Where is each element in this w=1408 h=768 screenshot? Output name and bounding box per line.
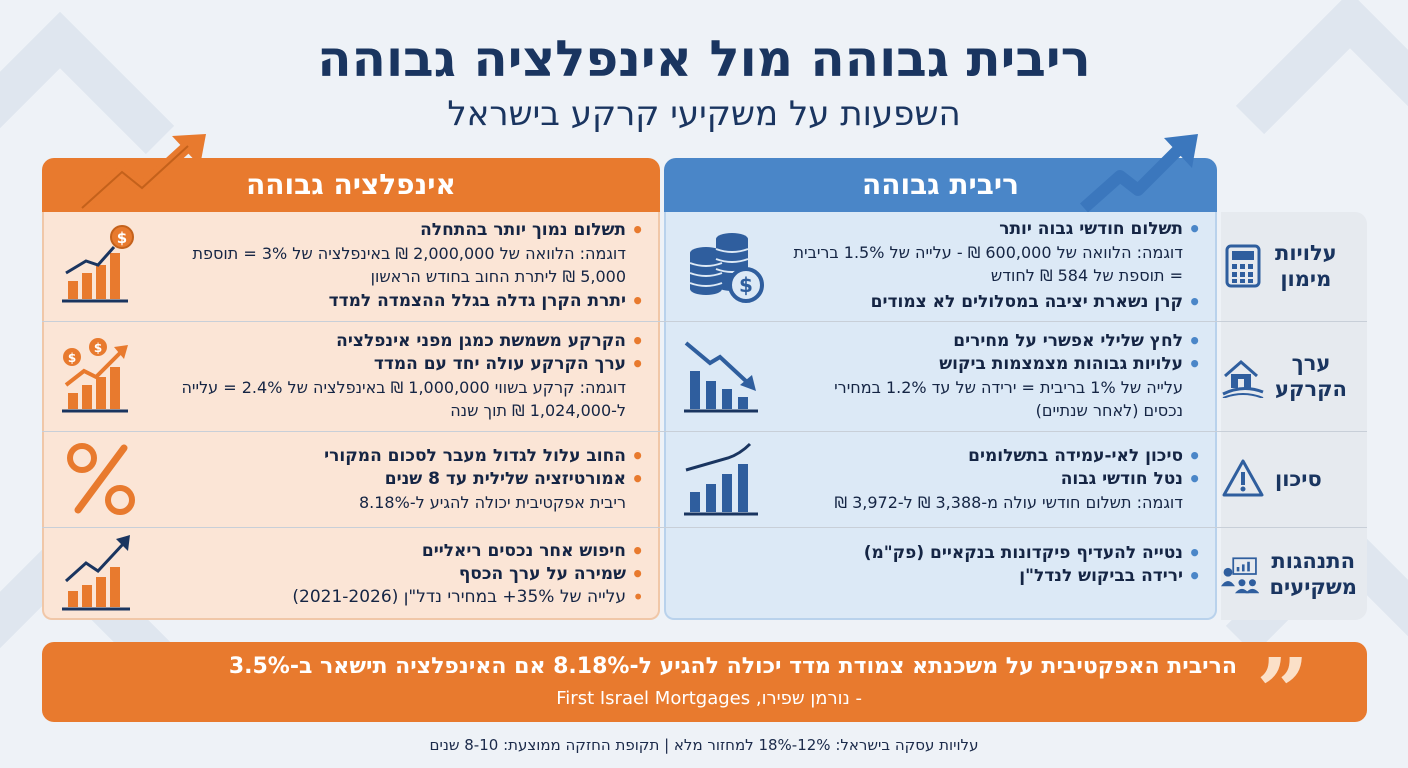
interest-cell: לחץ שלילי אפשרי על מחירים עלויות גבוהות … [664,322,1217,430]
inflation-cell: הקרקע משמשת כמגן מפני אינפלציה ערך הקרקע… [42,322,660,430]
percent-icon [67,443,135,515]
inflation-cell: תשלום נמוך יותר בהתחלה דוגמה: הלוואה של … [42,212,660,320]
bullet: סיכון לאי-עמידה בתשלומים [790,445,1201,468]
growth-arrow-chart-icon [62,535,130,611]
quote-author: - נורמן שפירו, First Israel Mortgages [556,688,862,709]
bar-chart-rising-icon [684,442,758,516]
falling-chart-icon [684,341,758,413]
bullet: ירידה בביקוש לנדל"ן [790,565,1201,588]
rising-chart-dollar-icon: $ [62,225,134,303]
warning-triangle-icon [1222,459,1264,497]
page-title: ריבית גבוהה מול אינפלציה גבוהה [317,30,1091,88]
row-label-text: עלויות מימון [1275,241,1337,291]
row-divider [42,431,1367,432]
bullet: לחץ שלילי אפשרי על מחירים [790,330,1201,353]
bullet: נטל חודשי גבוה [790,468,1201,491]
row-label-text: סיכון [1275,467,1322,491]
bullet: ערך הקרקע עולה יחד עם המדד [156,353,644,376]
page-subtitle: השפעות על משקיעי קרקע בישראל [447,94,961,134]
investors-icon [1221,557,1260,594]
house-land-icon [1222,360,1264,398]
row-labels-panel [1221,212,1367,620]
bullet-detail: עלייה של 1% בריבית = ירידה של עד 1.2% במ… [834,378,1183,420]
quote-text: הריבית האפקטיבית על משכנתא צמודת מדד יכו… [228,654,1237,679]
row-label-text: ערך הקרקע [1275,351,1347,401]
bullet: החוב עלול לגדול מעבר לסכום המקורי [156,445,644,468]
bullet: קרן נשארת יציבה במסלולים לא צמודים [790,291,1201,314]
footer-note: עלויות עסקה בישראל: 12%-18% למחזור מלא |… [429,736,979,754]
inflation-cell: החוב עלול לגדול מעבר לסכום המקורי אמורטי… [42,432,660,526]
bullet: יתרת הקרן גדלה בגלל ההצמדה למדד [156,290,644,313]
interest-cell: נטייה להעדיף פיקדונות בנקאיים (פק"מ) ירי… [664,528,1217,620]
quote-banner: ” הריבית האפקטיבית על משכנתא צמודת מדד י… [42,642,1367,738]
row-label: סיכון [1221,432,1367,526]
blue-rising-arrow-icon [1080,134,1198,212]
svg-text:$: $ [68,351,76,365]
bullet: תשלום נמוך יותר בהתחלה [156,219,644,242]
bullet: נטייה להעדיף פיקדונות בנקאיים (פק"מ) [790,542,1201,565]
rising-chart-coins-icon: $ $ [62,338,128,413]
bullet: עלויות גבוהות מצמצמות ביקוש [790,353,1201,376]
bullet: עלייה של 35%+ במחירי נדל"ן (2021-2026) [156,586,644,609]
svg-text:$: $ [739,273,753,297]
bullet: שמירה על ערך הכסף [156,563,644,586]
interest-cell: תשלום חודשי גבוה יותר דוגמה: הלוואה של 6… [664,212,1217,320]
row-divider [42,527,1367,528]
bullet-detail: דוגמה: הלוואה של 600,000 ₪ - עלייה של 1.… [793,243,1183,285]
svg-text:$: $ [94,341,102,355]
row-risk: סיכון סיכון לאי-עמידה בתשלומים נטל חודשי… [42,432,1367,526]
interest-column-header: ריבית גבוהה [664,158,1217,212]
svg-text:$: $ [117,229,127,247]
bullet: אמורטיזציה שלילית עד 8 שנים [156,468,644,491]
coins-dollar-icon: $ [689,233,764,303]
bullet: הקרקע משמשת כמגן מפני אינפלציה [156,330,644,353]
row-label: התנהגות משקיעים [1221,528,1367,620]
bullet: חיפוש אחר נכסים ריאליים [156,540,644,563]
bullet-detail: דוגמה: תשלום חודשי עולה מ-3,388 ₪ ל-3,97… [834,492,1183,512]
row-label: עלויות מימון [1221,212,1367,320]
inflation-cell: חיפוש אחר נכסים ריאליים שמירה על ערך הכס… [42,528,660,620]
bullet-detail: דוגמה: הלוואה של 2,000,000 ₪ באינפלציה ש… [192,244,626,286]
bullet: תשלום חודשי גבוה יותר [790,218,1201,241]
row-label: ערך הקרקע [1221,322,1367,430]
calculator-icon [1225,244,1261,288]
row-divider [42,321,1367,322]
quote-icon: ” [1256,638,1309,746]
interest-cell: סיכון לאי-עמידה בתשלומים נטל חודשי גבוה … [664,432,1217,526]
bullet-detail: דוגמה: קרקע בשווי 1,000,000 ₪ באינפלציה … [181,378,626,420]
bullet-detail: ריבית אפקטיבית יכולה להגיע ל-8.18% [358,492,626,512]
row-label-text: התנהגות משקיעים [1269,549,1357,599]
inflation-column-header: אינפלציה גבוהה [42,158,660,212]
orange-rising-arrow-icon [78,134,206,212]
